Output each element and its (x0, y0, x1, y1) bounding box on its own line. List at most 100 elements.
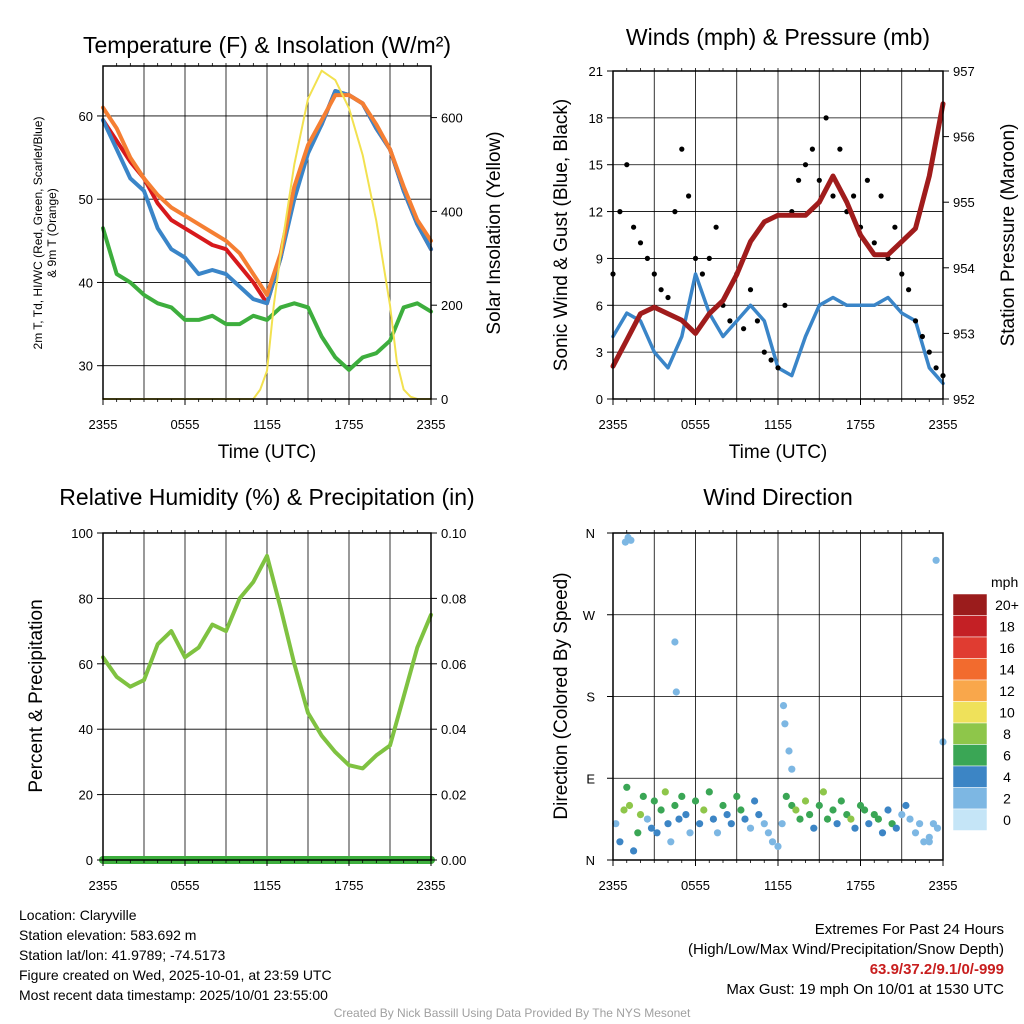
max-gust: Max Gust: 19 mph On 10/01 at 1530 UTC (726, 981, 1004, 998)
gust-point (644, 255, 651, 261)
gust-point (761, 349, 767, 355)
temp-ylabel-left-2: & 9m T (Orange) (45, 188, 59, 278)
recent-timestamp: Most recent data timestamp: 2025/10/01 2… (19, 987, 328, 1003)
direction-point (672, 688, 680, 696)
gust-point (713, 224, 719, 230)
direction-point (755, 811, 763, 819)
wind-grid (613, 71, 943, 399)
direction-point (612, 820, 620, 828)
legend-label: 18 (999, 619, 1015, 635)
dir-ytick-label: N (586, 526, 595, 541)
direction-point (911, 829, 920, 837)
gust-point (617, 209, 623, 215)
wind-ylabel-right: Station Pressure (Maroon) (998, 124, 1019, 347)
direction-point (906, 815, 914, 823)
gust-point (706, 255, 712, 261)
legend-label: 6 (1003, 748, 1011, 764)
direction-point (920, 838, 928, 846)
direction-point (723, 811, 731, 819)
direction-point (675, 815, 683, 823)
gust-point (871, 240, 877, 246)
gust-point (782, 302, 788, 308)
wind-ytick-label-left: 21 (589, 64, 603, 79)
direction-point (657, 806, 665, 814)
rh-grid (103, 533, 431, 860)
rh-series-humidity (101, 553, 433, 771)
gust-point (912, 318, 919, 324)
wind-ytick-label-left: 0 (596, 392, 603, 407)
wind-xtick-label: 1155 (764, 417, 792, 432)
gust-point (775, 365, 781, 371)
legend-swatch (952, 808, 988, 831)
direction-point (639, 792, 647, 801)
rh-ytick-label-right: 0.08 (441, 591, 466, 606)
gust-point (747, 287, 754, 293)
direction-point (861, 806, 869, 814)
direction-point (691, 797, 700, 805)
direction-point (700, 806, 708, 814)
rh-panel: Relative Humidity (%) & Precipitation (i… (26, 484, 475, 893)
direction-point (682, 811, 690, 819)
gust-point (651, 271, 657, 277)
direction-point (709, 815, 718, 823)
gust-point (926, 349, 932, 355)
gust-point (686, 193, 692, 199)
wind-ytick-label-left: 15 (589, 158, 603, 173)
direction-point (782, 792, 790, 801)
gust-point (816, 177, 822, 183)
direction-point (833, 820, 841, 828)
legend-swatch (952, 701, 988, 724)
wind-ytick-label-right: 955 (953, 195, 975, 210)
gust-point (637, 240, 644, 246)
rh-ticks: 2355 0555 1155 1755 2355 0 20 40 60 80 100 0.00 0.02… (71, 526, 466, 893)
temp-ytick-label-left: 40 (79, 275, 93, 290)
direction-point (829, 806, 837, 814)
temp-ylabel-right: Solar Insolation (Yellow) (484, 131, 505, 334)
direction-point (792, 806, 800, 814)
credit-line: Created By Nick Bassill Using Data Provi… (333, 1006, 691, 1020)
legend-title: mph (991, 574, 1018, 590)
temp-panel: Temperature (F) & Insolation (W/m²) 2355… (31, 32, 505, 463)
wind-ytick-label-right: 954 (953, 261, 975, 276)
direction-point (819, 788, 828, 796)
direction-point (764, 829, 773, 837)
dir-xtick-label: 2355 (929, 878, 958, 893)
wind-ytick-label-right: 957 (953, 64, 975, 79)
gust-point (665, 294, 671, 301)
wind-ytick-label-left: 12 (589, 205, 603, 220)
wind-xtick-label: 1755 (846, 417, 875, 432)
gust-point (741, 326, 747, 332)
dir-xtick-label: 2355 (599, 878, 628, 893)
direction-point (768, 838, 777, 846)
legend-swatch (952, 722, 988, 745)
gust-point (754, 318, 761, 324)
direction-point (774, 842, 782, 851)
direction-point (815, 801, 823, 810)
gust-point (624, 162, 630, 168)
rh-xtick-label: 0555 (171, 878, 200, 893)
direction-point (823, 815, 832, 823)
dir-xtick-label: 1155 (764, 878, 792, 893)
dir-series (612, 533, 947, 855)
direction-point (616, 838, 624, 846)
direction-point (933, 824, 942, 832)
gust-point (919, 333, 926, 340)
station-latlon: Station lat/lon: 41.9789; -74.5173 (19, 947, 226, 963)
gust-point (933, 365, 939, 371)
temp-ytick-label-left: 60 (79, 109, 93, 124)
direction-point (620, 806, 628, 814)
gust-point (899, 271, 905, 277)
rh-ytick-label-left: 0 (86, 853, 93, 868)
rh-ytick-label-right: 0.06 (441, 657, 466, 672)
direction-point (892, 824, 900, 832)
legend-swatch (952, 679, 988, 702)
legend-swatch (952, 744, 988, 767)
direction-point (851, 824, 859, 832)
rh-ytick-label-left: 80 (79, 591, 93, 606)
dir-panel: Wind Direction 2355 0555 1155 1755 2355 N E S W N… (551, 484, 1019, 893)
direction-point (623, 783, 631, 791)
wind-ticks: 2355 0555 1155 1755 2355 0 3 6 9 12 15 18 21 952 953 95… (589, 64, 975, 432)
direction-point (779, 702, 788, 710)
